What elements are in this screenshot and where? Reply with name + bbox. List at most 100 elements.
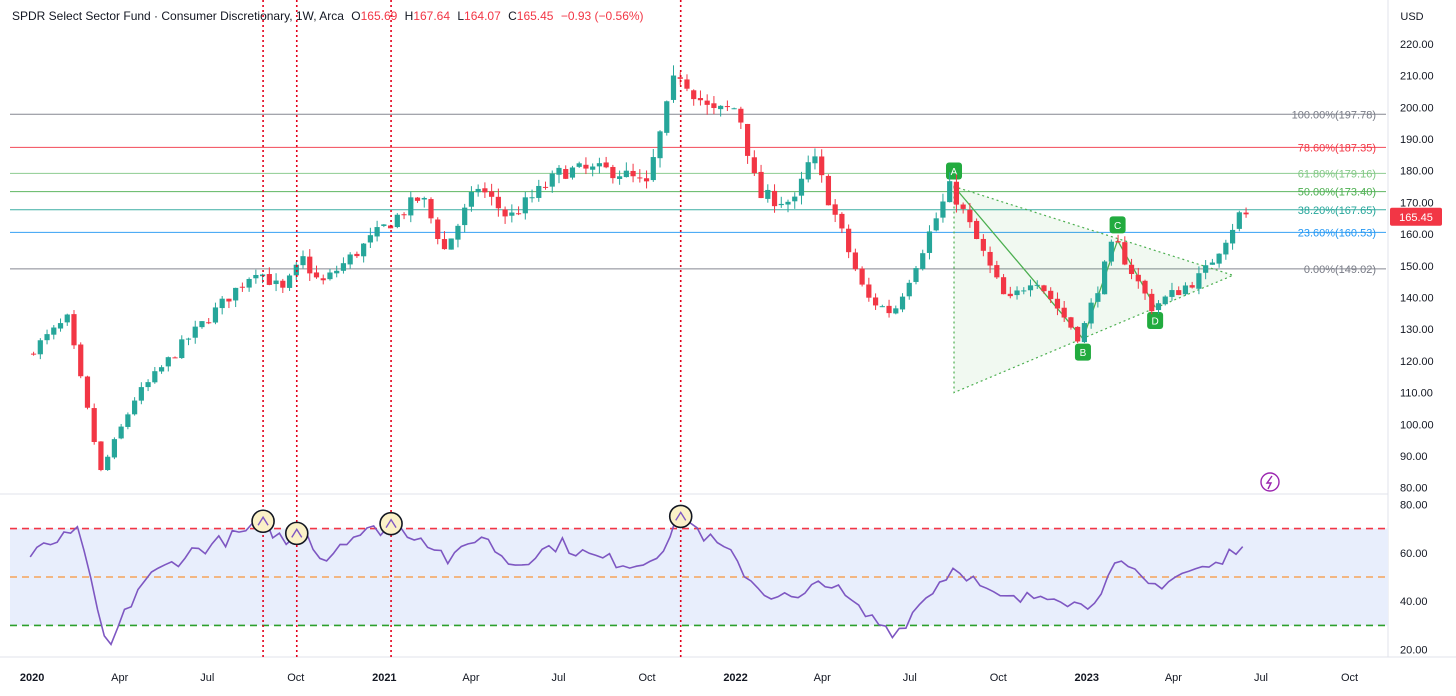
time-tick-label: Oct [1341,672,1358,684]
candle [212,307,219,323]
candle [347,254,353,265]
candle [1196,273,1202,289]
candle [361,243,367,257]
candle [1236,212,1242,229]
candle [246,278,252,288]
candle [980,238,986,251]
candle [704,100,710,105]
candle [947,181,953,203]
candle [118,426,124,439]
candle [354,253,360,257]
rsi-series [29,513,1244,646]
time-tick-label: Jul [903,672,917,684]
candle [64,314,70,323]
candle [771,190,778,207]
candle [44,334,50,341]
candle [798,178,805,196]
candle [744,123,751,156]
candle [515,213,522,215]
candle [630,170,636,177]
candle [132,400,138,415]
candle [1182,285,1189,295]
pattern-point-b-badge [1074,343,1091,361]
candle [1209,262,1215,265]
lightning-icon[interactable] [1260,472,1280,492]
price-tick-label: 160.00 [1400,229,1434,241]
candle [792,196,798,202]
fib-label: 78.60%(187.35) [1298,142,1376,154]
triangle-pattern [953,185,1235,394]
candle [1041,285,1047,292]
candle [266,274,272,285]
symbol-title: SPDR Select Sector Fund · Consumer Discr… [12,9,344,23]
candle [718,105,724,110]
time-tick-label: Jul [551,672,565,684]
candle [313,272,320,278]
candle [334,270,340,274]
candle [307,256,313,274]
price-tick-label: 80.00 [1400,483,1428,495]
price-tick-label: 110.00 [1400,388,1433,400]
fib-label: 0.00%(149.02) [1304,264,1376,276]
candle [866,284,872,298]
candle [724,106,730,108]
candle [1075,326,1081,342]
time-tick-label: Apr [814,672,831,684]
time-tick-label: 2023 [1075,672,1099,684]
candle [536,185,542,198]
candle [179,339,185,359]
candle [172,357,178,359]
candle [596,163,603,167]
candle [1203,265,1209,273]
candle [542,186,549,188]
candle [280,280,286,288]
time-tick-label: 2020 [20,672,44,684]
candle [569,167,576,178]
candle [940,201,946,218]
candle [1142,280,1148,294]
candle [637,177,643,179]
candle [273,280,279,285]
candle [489,191,495,197]
candle [71,314,77,346]
price-tick-label: 140.00 [1400,292,1434,304]
price-tick-label: 210.00 [1400,71,1434,83]
candle [872,297,879,306]
candle [51,327,57,335]
candle [30,353,37,355]
candle [684,79,690,89]
peak-marker [284,521,309,546]
candle [1081,323,1087,343]
candle [852,252,858,270]
rsi-tick-label: 80.00 [1400,499,1428,511]
candle [509,212,515,216]
candle [785,201,791,205]
candle [953,181,960,205]
time-tick-label: Apr [1165,672,1182,684]
candle [994,265,1000,278]
rsi-line [29,513,1244,646]
price-tick-label: 170.00 [1400,197,1434,209]
candle [482,188,488,193]
pattern-point-d: D [1152,316,1159,327]
candle [832,204,838,215]
candle [1115,241,1121,243]
candle [226,298,232,302]
candle [448,238,454,250]
candle [1216,253,1222,264]
candle [84,376,91,408]
candle [1128,264,1135,274]
candle [805,162,811,180]
price-tick-label: 180.00 [1400,166,1434,178]
candle [1007,293,1013,297]
time-tick-label: 2022 [723,672,747,684]
candle [300,256,306,266]
last-price-label: 165.45 [1399,212,1433,224]
time-tick-label: Oct [990,672,1007,684]
candle [987,251,993,266]
change-value: −0.93 (−0.56%) [560,9,644,23]
peak-marker-line [385,518,397,529]
candle [1000,277,1007,295]
candle [893,308,899,314]
